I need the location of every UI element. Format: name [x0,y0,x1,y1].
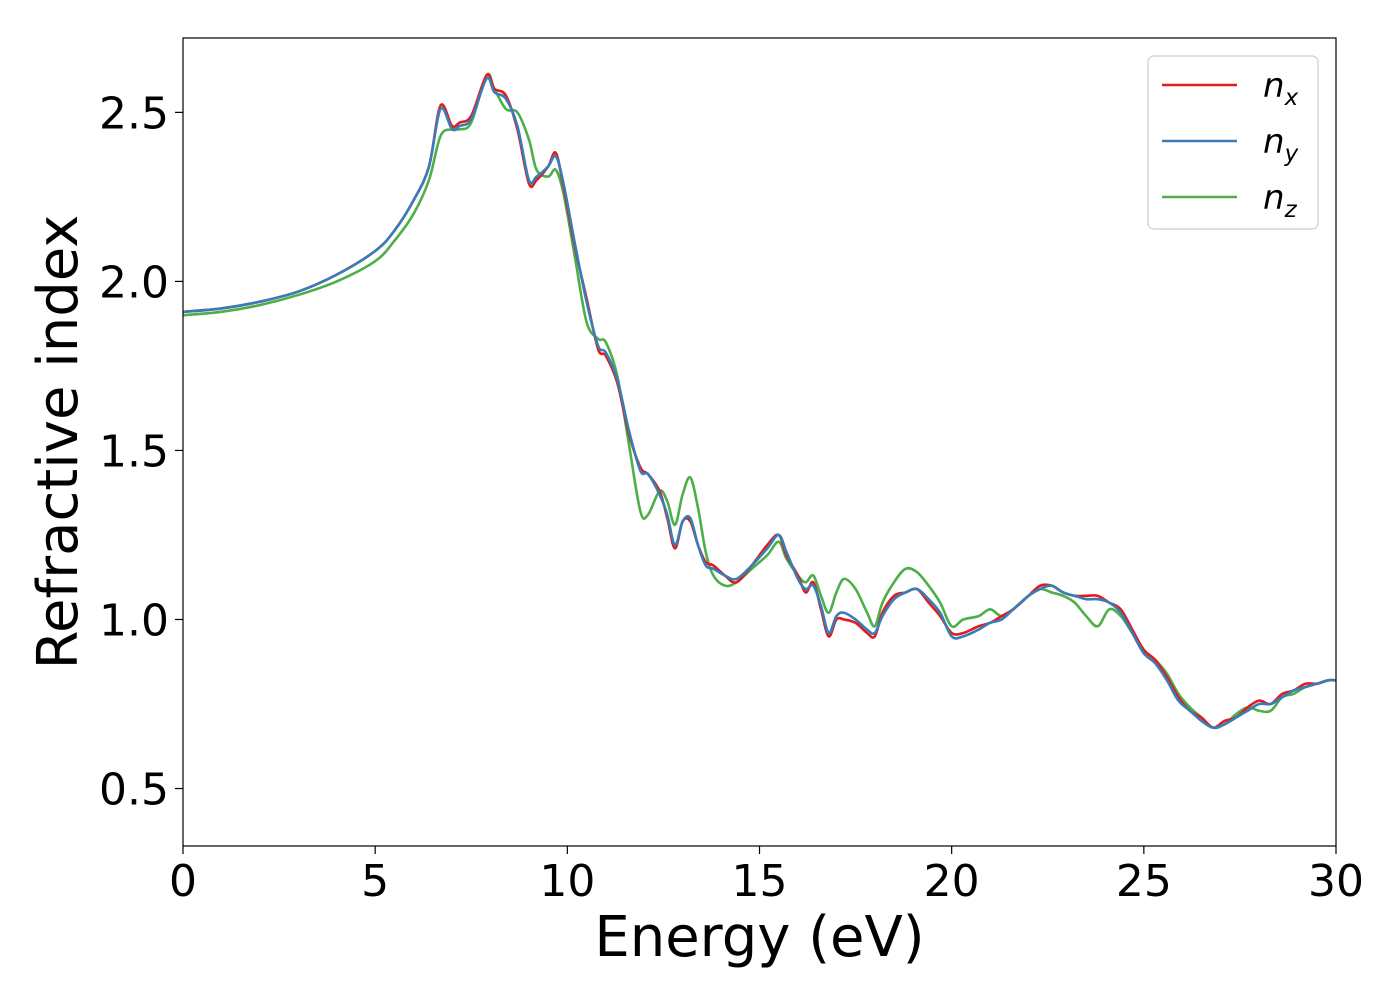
x-tick-label: 5 [361,856,389,907]
legend-label-ny: ny [1263,122,1299,167]
x-tick-label: 25 [1116,856,1172,907]
legend: nx ny nz [1147,55,1319,230]
x-tick-label: 0 [169,856,197,907]
y-axis-ticks: 0.5 1.0 1.5 2.0 2.5 [99,88,183,816]
y-tick-label: 1.0 [99,595,169,646]
y-tick-label: 0.5 [99,765,169,816]
x-axis-ticks: 0 5 10 15 20 25 30 [169,846,1364,907]
legend-label-nz: nz [1263,178,1298,223]
x-tick-label: 30 [1308,856,1364,907]
legend-label-nx: nx [1263,66,1299,111]
x-tick-label: 15 [732,856,788,907]
x-axis-title: Energy (eV) [594,905,924,970]
series-line-ny [183,76,1336,730]
y-tick-label: 1.5 [99,426,169,477]
y-tick-label: 2.5 [99,88,169,139]
y-tick-label: 2.0 [99,257,169,308]
x-tick-label: 10 [539,856,595,907]
y-axis-title: Refractive index [26,215,91,670]
x-tick-label: 20 [924,856,980,907]
legend-box [1147,55,1319,230]
series-layer [183,72,1336,730]
